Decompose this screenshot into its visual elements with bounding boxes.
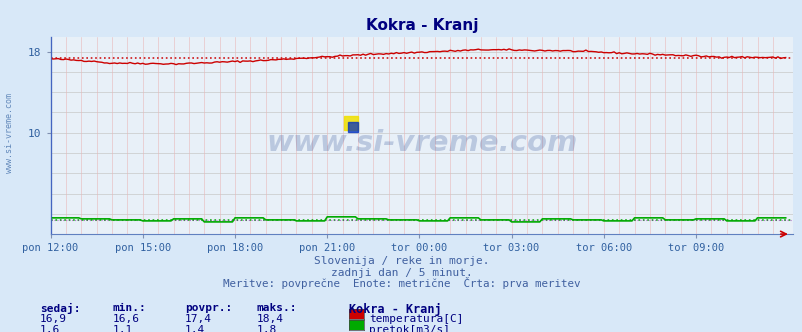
Text: Meritve: povprečne  Enote: metrične  Črta: prva meritev: Meritve: povprečne Enote: metrične Črta:… (222, 277, 580, 289)
Text: temperatura[C]: temperatura[C] (369, 314, 464, 324)
Title: Kokra - Kranj: Kokra - Kranj (365, 18, 478, 33)
Text: 18,4: 18,4 (257, 314, 284, 324)
Text: zadnji dan / 5 minut.: zadnji dan / 5 minut. (330, 268, 472, 278)
Text: sedaj:: sedaj: (40, 303, 80, 314)
Text: maks.:: maks.: (257, 303, 297, 313)
Text: min.:: min.: (112, 303, 146, 313)
Text: povpr.:: povpr.: (184, 303, 232, 313)
Text: pretok[m3/s]: pretok[m3/s] (369, 325, 450, 332)
Text: 1,6: 1,6 (40, 325, 60, 332)
Text: 16,6: 16,6 (112, 314, 140, 324)
Text: 17,4: 17,4 (184, 314, 212, 324)
Text: 1,1: 1,1 (112, 325, 132, 332)
Text: Slovenija / reke in morje.: Slovenija / reke in morje. (314, 256, 488, 266)
Text: www.si-vreme.com: www.si-vreme.com (5, 93, 14, 173)
Text: 1,8: 1,8 (257, 325, 277, 332)
Text: www.si-vreme.com: www.si-vreme.com (266, 129, 577, 157)
Text: 1,4: 1,4 (184, 325, 205, 332)
Text: 16,9: 16,9 (40, 314, 67, 324)
Text: Kokra - Kranj: Kokra - Kranj (349, 303, 441, 316)
